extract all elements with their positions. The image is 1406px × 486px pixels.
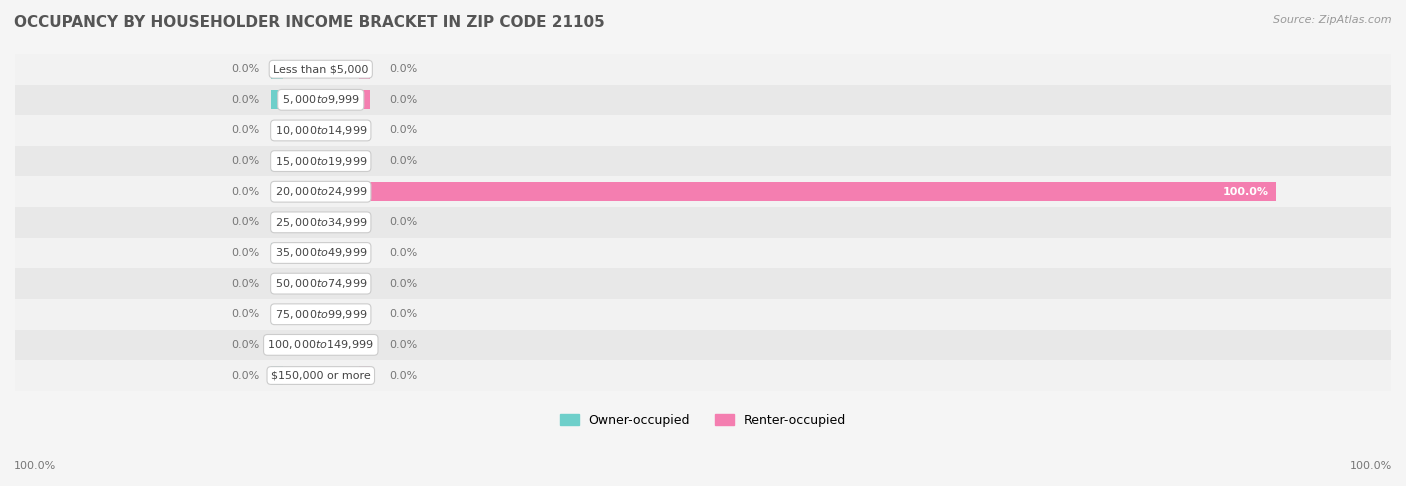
Bar <box>359 90 370 109</box>
Text: 0.0%: 0.0% <box>232 370 260 381</box>
Text: Source: ZipAtlas.com: Source: ZipAtlas.com <box>1274 15 1392 25</box>
Bar <box>359 366 370 385</box>
Bar <box>271 60 283 79</box>
Bar <box>359 213 370 232</box>
Text: $75,000 to $99,999: $75,000 to $99,999 <box>274 308 367 321</box>
Bar <box>271 182 283 201</box>
Bar <box>15 268 1391 299</box>
Text: 100.0%: 100.0% <box>1223 187 1268 197</box>
Bar <box>271 243 283 262</box>
Text: $150,000 or more: $150,000 or more <box>271 370 371 381</box>
Text: 0.0%: 0.0% <box>389 125 418 136</box>
Bar <box>15 299 1391 330</box>
Bar <box>271 213 283 232</box>
Text: 0.0%: 0.0% <box>389 370 418 381</box>
Text: 0.0%: 0.0% <box>232 309 260 319</box>
Text: 100.0%: 100.0% <box>1350 461 1392 471</box>
Text: $100,000 to $149,999: $100,000 to $149,999 <box>267 338 374 351</box>
Bar <box>15 360 1391 391</box>
Text: $15,000 to $19,999: $15,000 to $19,999 <box>274 155 367 168</box>
Bar <box>15 176 1391 207</box>
Bar <box>15 115 1391 146</box>
Bar <box>271 335 283 354</box>
Text: 0.0%: 0.0% <box>232 217 260 227</box>
Bar <box>359 121 370 140</box>
Bar <box>15 330 1391 360</box>
Text: 0.0%: 0.0% <box>232 340 260 350</box>
Text: $20,000 to $24,999: $20,000 to $24,999 <box>274 185 367 198</box>
Text: 0.0%: 0.0% <box>389 278 418 289</box>
Bar <box>359 335 370 354</box>
Text: 0.0%: 0.0% <box>389 309 418 319</box>
Text: 0.0%: 0.0% <box>389 95 418 105</box>
Text: Less than $5,000: Less than $5,000 <box>273 64 368 74</box>
Text: 0.0%: 0.0% <box>232 64 260 74</box>
Text: 0.0%: 0.0% <box>389 217 418 227</box>
Bar <box>15 238 1391 268</box>
Bar <box>15 85 1391 115</box>
Bar <box>359 60 370 79</box>
Bar <box>271 152 283 171</box>
Text: 0.0%: 0.0% <box>389 340 418 350</box>
Text: 0.0%: 0.0% <box>389 156 418 166</box>
Bar <box>271 90 283 109</box>
Bar <box>359 305 370 324</box>
Text: 0.0%: 0.0% <box>232 187 260 197</box>
Text: 0.0%: 0.0% <box>232 248 260 258</box>
Bar <box>359 243 370 262</box>
Bar <box>271 366 283 385</box>
Bar <box>15 54 1391 85</box>
Text: 0.0%: 0.0% <box>389 64 418 74</box>
Bar <box>15 207 1391 238</box>
Bar <box>359 152 370 171</box>
Bar <box>271 274 283 293</box>
Text: $50,000 to $74,999: $50,000 to $74,999 <box>274 277 367 290</box>
Bar <box>271 121 283 140</box>
Text: 0.0%: 0.0% <box>232 156 260 166</box>
Text: 0.0%: 0.0% <box>232 95 260 105</box>
Text: $10,000 to $14,999: $10,000 to $14,999 <box>274 124 367 137</box>
Text: 100.0%: 100.0% <box>14 461 56 471</box>
Bar <box>271 305 283 324</box>
Legend: Owner-occupied, Renter-occupied: Owner-occupied, Renter-occupied <box>555 409 851 432</box>
Bar <box>359 182 1277 201</box>
Bar <box>359 274 370 293</box>
Text: $25,000 to $34,999: $25,000 to $34,999 <box>274 216 367 229</box>
Text: 0.0%: 0.0% <box>232 125 260 136</box>
Text: $35,000 to $49,999: $35,000 to $49,999 <box>274 246 367 260</box>
Text: OCCUPANCY BY HOUSEHOLDER INCOME BRACKET IN ZIP CODE 21105: OCCUPANCY BY HOUSEHOLDER INCOME BRACKET … <box>14 15 605 30</box>
Text: 0.0%: 0.0% <box>232 278 260 289</box>
Text: $5,000 to $9,999: $5,000 to $9,999 <box>281 93 360 106</box>
Text: 0.0%: 0.0% <box>389 248 418 258</box>
Bar <box>15 146 1391 176</box>
